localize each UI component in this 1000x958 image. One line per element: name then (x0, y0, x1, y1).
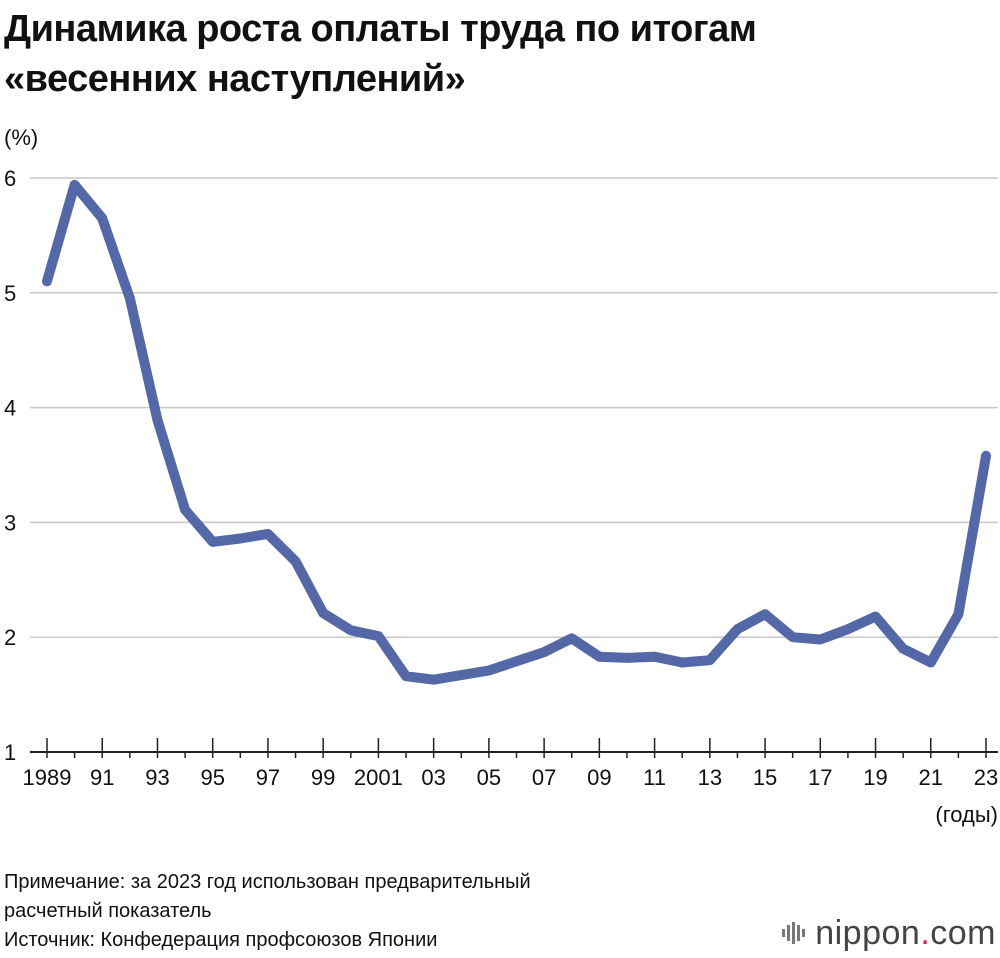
data-point-1997 (267, 533, 269, 535)
data-point-2009 (598, 656, 600, 658)
x-tick-label-2017: 17 (808, 765, 832, 790)
data-point-1991 (101, 217, 103, 219)
brand-name: nippon (815, 914, 921, 952)
data-point-2013 (709, 659, 711, 661)
data-point-1999 (322, 612, 324, 614)
title-line-2: «весенних наступлений» (4, 58, 466, 100)
data-point-1989 (46, 280, 48, 282)
x-tick-label-2001: 2001 (354, 765, 403, 790)
x-tick-label-1993: 93 (145, 765, 169, 790)
data-point-2004 (460, 674, 462, 676)
y-axis-ticks: 1 2 3 4 5 6 (4, 166, 16, 765)
chart-title: Динамика роста оплаты труда по итогам «в… (4, 4, 994, 104)
data-point-2012 (681, 661, 683, 663)
data-point-2018 (847, 628, 849, 630)
data-point-2005 (488, 669, 490, 671)
x-tick-label-2009: 09 (587, 765, 611, 790)
data-point-1995 (212, 541, 214, 543)
source-line: Источник: Конфедерация профсоюзов Японии (4, 929, 438, 951)
data-point-2019 (875, 616, 877, 618)
y-tick-label-5: 5 (4, 281, 16, 306)
data-point-2020 (902, 648, 904, 650)
y-tick-label-3: 3 (4, 510, 16, 535)
data-point-1998 (295, 560, 297, 562)
data-point-2023 (985, 455, 987, 457)
data-point-2017 (819, 638, 821, 640)
x-tick-label-2015: 15 (753, 765, 777, 790)
x-tick-label-2021: 21 (919, 765, 943, 790)
note-line-1: Примечание: за 2023 год использован пред… (4, 871, 531, 893)
x-tick-label-2023: 23 (974, 765, 998, 790)
y-tick-label-6: 6 (4, 166, 16, 191)
y-tick-label-2: 2 (4, 625, 16, 650)
x-tick-label-1991: 91 (90, 765, 114, 790)
data-point-2015 (764, 613, 766, 615)
x-tick-label-1989: 1989 (23, 765, 72, 790)
data-point-1994 (184, 509, 186, 511)
gridlines (30, 177, 998, 638)
data-point-2010 (626, 657, 628, 659)
data-point-2001 (377, 635, 379, 637)
data-point-1990 (74, 184, 76, 186)
data-point-1996 (239, 537, 241, 539)
data-point-2011 (654, 656, 656, 658)
x-axis: 1989 91 93 95 97 99 2001 03 05 07 09 11 13 15 17 19 21 23 (23, 738, 998, 790)
data-point-2008 (571, 637, 573, 639)
data-point-2002 (405, 675, 407, 677)
data-point-1993 (156, 419, 158, 421)
x-tick-label-2005: 05 (477, 765, 501, 790)
data-point-2007 (543, 651, 545, 653)
data-point-2006 (516, 660, 517, 662)
x-tick-label-2003: 03 (421, 765, 445, 790)
brand-logo: nippon.com (781, 914, 996, 953)
data-point-2014 (736, 628, 738, 630)
data-point-2022 (957, 613, 959, 615)
series-line-0 (42, 179, 991, 685)
data-point-1992 (129, 298, 131, 300)
x-tick-label-2013: 13 (698, 765, 722, 790)
x-tick-label-2019: 19 (863, 765, 887, 790)
brand-tld: com (930, 914, 996, 952)
data-point-2016 (792, 636, 794, 638)
x-axis-label: (годы) (935, 802, 998, 827)
x-tick-label-1995: 95 (200, 765, 224, 790)
data-point-2003 (433, 679, 435, 681)
brand-dot: . (920, 914, 931, 952)
series-layer (42, 179, 991, 685)
data-point-2000 (350, 629, 352, 631)
chart-notes: Примечание: за 2023 год использован пред… (4, 868, 531, 955)
x-tick-label-2011: 11 (643, 765, 666, 790)
y-tick-label-4: 4 (4, 396, 16, 421)
x-tick-label-1997: 97 (256, 765, 280, 790)
y-tick-label-1: 1 (4, 740, 16, 765)
title-line-1: Динамика роста оплаты труда по итогам (4, 8, 757, 50)
x-tick-label-1999: 99 (311, 765, 335, 790)
brand-mark-icon (782, 922, 806, 944)
note-line-2: расчетный показатель (4, 900, 212, 922)
x-tick-label-2007: 07 (532, 765, 556, 790)
y-axis-label: (%) (4, 125, 38, 150)
data-point-2021 (930, 661, 932, 663)
